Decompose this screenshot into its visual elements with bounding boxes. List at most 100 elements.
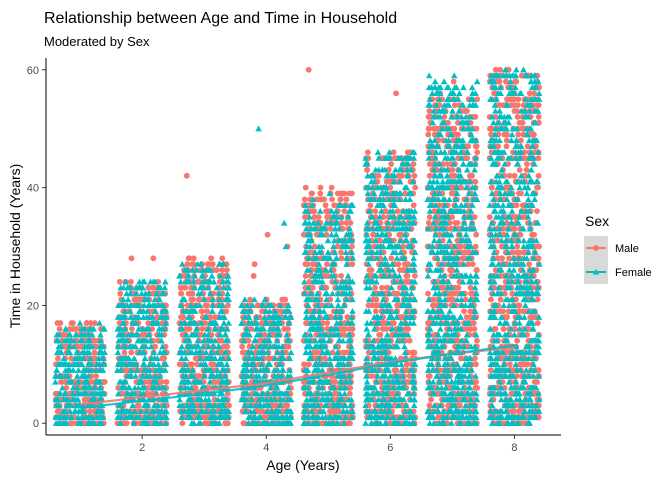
data-point-female bbox=[131, 390, 138, 397]
data-point-male bbox=[222, 420, 229, 427]
data-point-female bbox=[223, 325, 231, 332]
data-point-female bbox=[335, 290, 342, 297]
data-point-male bbox=[364, 149, 371, 156]
data-point-female bbox=[391, 201, 399, 208]
data-point-female bbox=[74, 372, 81, 379]
data-point-male bbox=[343, 349, 350, 356]
data-point-female bbox=[253, 319, 261, 326]
data-point-female bbox=[199, 266, 207, 273]
data-point-female bbox=[245, 414, 252, 420]
data-point-male bbox=[317, 184, 324, 191]
data-point-female bbox=[380, 184, 387, 191]
data-point-female bbox=[366, 284, 374, 291]
data-point-female bbox=[362, 390, 370, 397]
data-point-female bbox=[386, 154, 394, 161]
data-point-female bbox=[301, 414, 309, 420]
data-point-female bbox=[225, 319, 233, 326]
outlier-point-female bbox=[280, 219, 288, 226]
data-point-female bbox=[390, 196, 397, 203]
data-point-female bbox=[339, 408, 347, 415]
data-point-female bbox=[374, 402, 381, 409]
data-point-female bbox=[364, 190, 372, 197]
data-point-female bbox=[117, 419, 124, 426]
data-point-female bbox=[253, 313, 260, 320]
data-point-female bbox=[130, 419, 138, 426]
outlier-point-male bbox=[250, 273, 257, 279]
data-point-female bbox=[316, 408, 324, 415]
data-point-male bbox=[225, 402, 231, 409]
data-point-female bbox=[385, 196, 393, 203]
data-point-female bbox=[195, 290, 202, 297]
data-point-female bbox=[85, 414, 93, 420]
data-point-male bbox=[311, 214, 318, 220]
data-point-female bbox=[217, 272, 224, 279]
data-point-female bbox=[375, 154, 383, 161]
data-point-female bbox=[332, 313, 339, 320]
data-point-female bbox=[188, 349, 196, 356]
data-point-female bbox=[66, 343, 73, 350]
data-point-female bbox=[329, 384, 337, 391]
data-point-female bbox=[411, 207, 419, 214]
data-point-male bbox=[401, 261, 408, 268]
data-point-female bbox=[145, 331, 152, 338]
data-point-female bbox=[206, 366, 213, 373]
data-point-female bbox=[162, 361, 170, 367]
data-point-male bbox=[58, 379, 65, 385]
data-point-female bbox=[308, 408, 315, 415]
data-point-female bbox=[386, 355, 393, 362]
data-point-female bbox=[121, 337, 128, 344]
data-point-female bbox=[348, 313, 355, 320]
data-point-female bbox=[381, 254, 389, 261]
data-point-male bbox=[369, 373, 375, 379]
data-point-female bbox=[406, 266, 414, 273]
data-point-female bbox=[315, 361, 323, 367]
data-point-female bbox=[310, 219, 317, 226]
data-point-male bbox=[309, 190, 315, 197]
data-point-female bbox=[207, 402, 215, 409]
data-point-female bbox=[127, 372, 134, 379]
data-point-male bbox=[471, 326, 478, 332]
data-point-male bbox=[219, 255, 226, 262]
data-point-female bbox=[247, 372, 255, 379]
data-point-female bbox=[98, 408, 106, 415]
data-point-female bbox=[193, 325, 200, 332]
data-point-female bbox=[124, 296, 132, 303]
data-point-female bbox=[244, 390, 251, 397]
data-point-male bbox=[448, 172, 455, 179]
data-point-female bbox=[371, 414, 379, 420]
data-point-female bbox=[243, 325, 251, 332]
data-point-female bbox=[399, 378, 407, 385]
data-point-female bbox=[265, 331, 273, 338]
chart-title: Relationship between Age and Time in Hou… bbox=[44, 10, 397, 27]
data-point-male bbox=[451, 125, 458, 132]
data-point-female bbox=[322, 290, 329, 297]
data-point-male bbox=[410, 161, 417, 167]
data-point-female bbox=[253, 331, 261, 338]
data-point-female bbox=[363, 355, 370, 362]
data-point-female bbox=[373, 390, 381, 397]
data-point-female bbox=[222, 331, 230, 338]
data-point-female bbox=[302, 337, 310, 344]
data-point-female bbox=[75, 366, 82, 373]
data-point-female bbox=[318, 396, 326, 403]
data-point-female bbox=[391, 396, 398, 403]
data-point-female bbox=[363, 272, 371, 279]
data-point-female bbox=[158, 331, 165, 338]
data-point-female bbox=[411, 249, 419, 256]
data-point-male bbox=[116, 278, 123, 285]
data-point-female bbox=[132, 319, 140, 326]
data-point-male bbox=[447, 267, 453, 273]
data-point-female bbox=[96, 384, 104, 391]
data-point-female bbox=[156, 296, 163, 303]
data-point-female bbox=[55, 361, 62, 367]
data-point-female bbox=[331, 402, 338, 409]
data-point-female bbox=[182, 372, 190, 379]
data-point-female bbox=[133, 284, 140, 291]
data-point-female bbox=[371, 325, 378, 332]
data-point-female bbox=[206, 378, 214, 385]
data-point-female bbox=[225, 284, 232, 291]
data-point-female bbox=[383, 390, 391, 397]
data-point-female bbox=[304, 366, 312, 373]
data-point-female bbox=[384, 190, 391, 197]
data-point-female bbox=[149, 313, 156, 320]
